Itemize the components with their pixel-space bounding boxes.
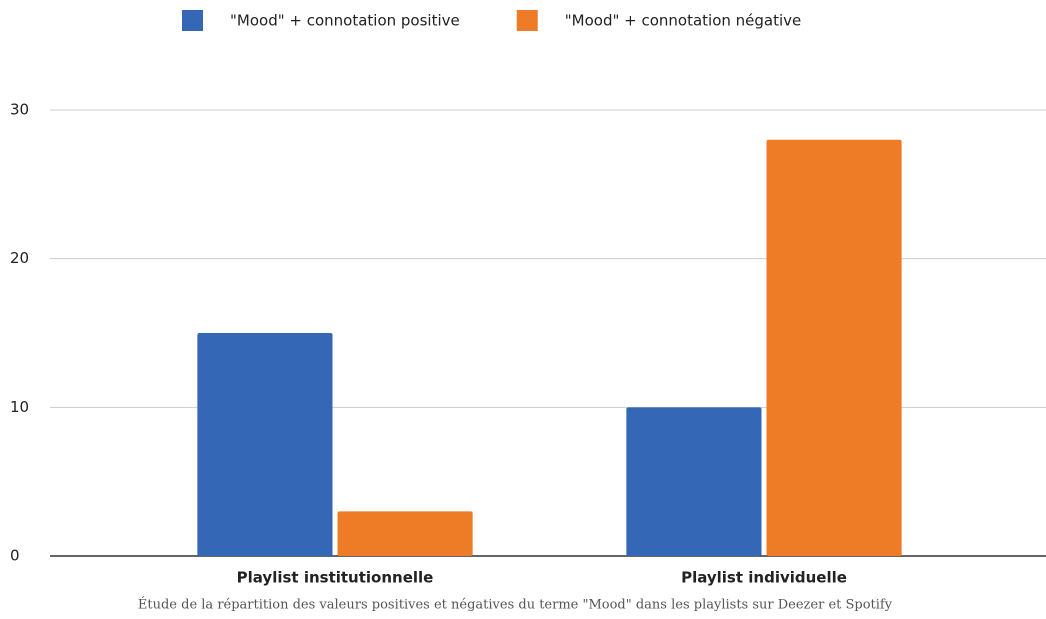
legend-swatch (516, 10, 538, 31)
bar (626, 407, 762, 556)
bar (766, 139, 902, 556)
x-tick-label: Playlist institutionnelle (237, 569, 434, 587)
y-tick-label: 0 (10, 547, 20, 565)
bar (197, 333, 333, 556)
bar (337, 511, 473, 556)
legend-label: "Mood" + connotation positive (230, 12, 460, 30)
y-tick-label: 10 (10, 398, 29, 416)
x-tick-label: Playlist individuelle (681, 569, 847, 587)
legend-swatch (182, 10, 203, 31)
legend-label: "Mood" + connotation négative (565, 12, 802, 30)
y-tick-label: 20 (10, 249, 29, 267)
chart-caption: Étude de la répartition des valeurs posi… (138, 597, 893, 613)
y-tick-label: 30 (10, 101, 29, 119)
